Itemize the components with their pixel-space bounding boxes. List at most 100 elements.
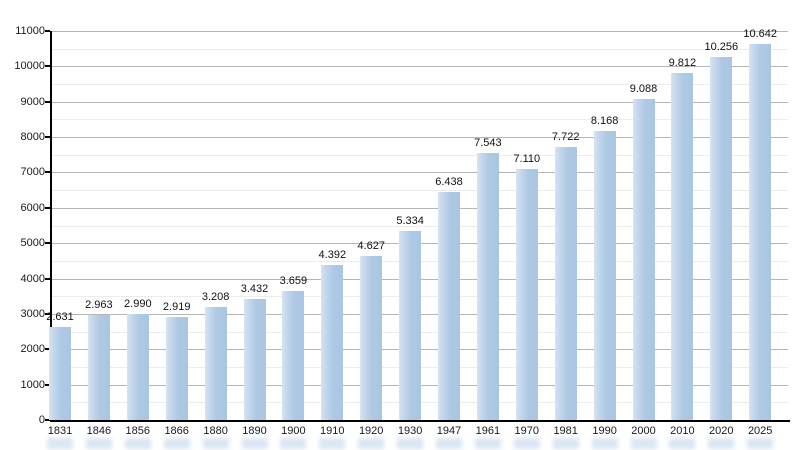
bar-value-label-1900: 3.659 <box>279 274 308 287</box>
bar-value-label-1910: 4.392 <box>318 248 347 261</box>
y-axis-tick <box>45 65 50 68</box>
major-gridline <box>50 31 788 32</box>
y-axis-tick <box>45 242 50 245</box>
bar-1981 <box>554 146 577 420</box>
x-axis-label-1910: 1910 <box>320 425 345 437</box>
bar-value-label-1970: 7.110 <box>513 152 541 165</box>
x-axis-label-1866: 1866 <box>164 425 189 437</box>
x-axis-label-1947: 1947 <box>436 425 462 437</box>
bar-reflection-1981 <box>552 438 579 449</box>
bar-reflection-1846 <box>85 438 112 449</box>
x-axis-label-1846: 1846 <box>86 425 112 437</box>
y-axis-label: 8000 <box>20 131 45 144</box>
y-axis-label: 0 <box>38 414 45 426</box>
bar-2025 <box>749 43 772 420</box>
bar-reflection-1920 <box>358 438 385 449</box>
y-axis-label: 2000 <box>20 343 45 356</box>
x-axis-label-1900: 1900 <box>281 425 306 437</box>
y-axis-tick <box>45 100 50 103</box>
x-axis-label-1981: 1981 <box>553 425 578 437</box>
y-axis-tick <box>45 136 50 139</box>
bar-2010 <box>671 73 694 420</box>
bar-value-label-1990: 8.168 <box>590 115 619 128</box>
x-axis-label-1890: 1890 <box>242 425 267 437</box>
y-axis-label: 10000 <box>14 60 45 73</box>
bar-1961 <box>476 153 499 420</box>
bar-value-label-1930: 5.334 <box>396 215 424 228</box>
bar-reflection-1990 <box>591 438 618 449</box>
x-axis-label-1990: 1990 <box>592 425 617 437</box>
x-axis-label-1856: 1856 <box>125 425 151 437</box>
bar-value-label-2000: 9.088 <box>629 82 658 95</box>
bar-value-label-1866: 2.919 <box>162 300 191 313</box>
y-axis-label: 1000 <box>20 378 45 391</box>
bar-reflection-1947 <box>436 438 462 449</box>
bar-value-label-1920: 4.627 <box>357 240 385 253</box>
bar-1831 <box>49 326 71 420</box>
bar-reflection-1930 <box>397 438 424 449</box>
bar-1856 <box>126 314 149 420</box>
bar-1930 <box>399 231 422 420</box>
bar-reflection-1866 <box>163 438 190 449</box>
bar-2020 <box>710 57 733 420</box>
bar-reflection-1961 <box>474 438 501 449</box>
bar-value-label-1846: 2.963 <box>85 299 113 312</box>
y-axis-label: 7000 <box>20 166 45 179</box>
x-axis-label-1970: 1970 <box>514 425 540 437</box>
y-axis-tick <box>45 348 50 351</box>
bar-1846 <box>87 315 110 420</box>
x-axis-label-1920: 1920 <box>358 425 384 437</box>
y-axis-tick <box>45 312 50 315</box>
y-axis-label: 4000 <box>20 272 45 285</box>
x-axis-label-1831: 1831 <box>47 425 73 437</box>
bar-1880 <box>204 306 227 420</box>
x-axis-label-1880: 1880 <box>203 425 228 437</box>
y-axis-label: 11000 <box>15 25 45 37</box>
minor-gridline <box>50 48 788 50</box>
bar-2000 <box>632 98 655 420</box>
bar-reflection-1910 <box>319 438 346 449</box>
x-axis-line <box>50 420 790 422</box>
bar-value-label-1890: 3.432 <box>240 282 269 295</box>
x-axis-label-1930: 1930 <box>397 425 423 437</box>
bar-reflection-1831 <box>47 438 73 449</box>
bar-reflection-1900 <box>280 438 307 449</box>
y-axis-tick <box>45 419 50 421</box>
bar-value-label-1831: 2.631 <box>46 310 74 323</box>
bar-reflection-2010 <box>669 438 696 449</box>
bar-1890 <box>243 298 266 420</box>
y-axis-tick <box>45 277 50 280</box>
y-axis-tick <box>45 171 50 174</box>
bar-reflection-1890 <box>241 438 268 449</box>
bar-value-label-2010: 9.812 <box>668 57 697 69</box>
x-axis-label-1961: 1961 <box>475 425 501 437</box>
y-axis-label: 3000 <box>20 307 45 320</box>
y-axis-tick <box>45 383 50 386</box>
bar-reflection-2000 <box>630 438 657 449</box>
x-axis-label-2000: 2000 <box>631 425 656 437</box>
y-axis-line <box>50 31 52 420</box>
bar-reflection-2020 <box>708 438 735 449</box>
bar-1910 <box>321 264 344 420</box>
bar-value-label-2020: 10.256 <box>704 41 739 54</box>
bar-reflection-1880 <box>202 438 229 449</box>
y-axis-label: 6000 <box>20 201 45 214</box>
bar-value-label-2025: 10.642 <box>743 27 778 40</box>
bar-1866 <box>165 316 188 420</box>
bar-reflection-1970 <box>513 438 540 449</box>
x-axis-label-2010: 2010 <box>670 425 695 437</box>
y-axis-label: 9000 <box>20 95 45 108</box>
x-axis-label-2025: 2025 <box>747 425 773 437</box>
bar-reflection-2025 <box>747 438 774 449</box>
y-axis-label: 5000 <box>20 237 45 250</box>
y-axis-tick <box>45 206 50 209</box>
x-axis-label-2020: 2020 <box>709 425 734 437</box>
y-axis-tick <box>45 30 50 32</box>
bar-1970 <box>515 168 538 420</box>
bar-1947 <box>438 192 460 420</box>
bar-1900 <box>282 290 305 420</box>
bar-1920 <box>360 256 383 420</box>
bar-value-label-1856: 2.990 <box>124 298 152 311</box>
bar-value-label-1961: 7.543 <box>474 137 502 150</box>
